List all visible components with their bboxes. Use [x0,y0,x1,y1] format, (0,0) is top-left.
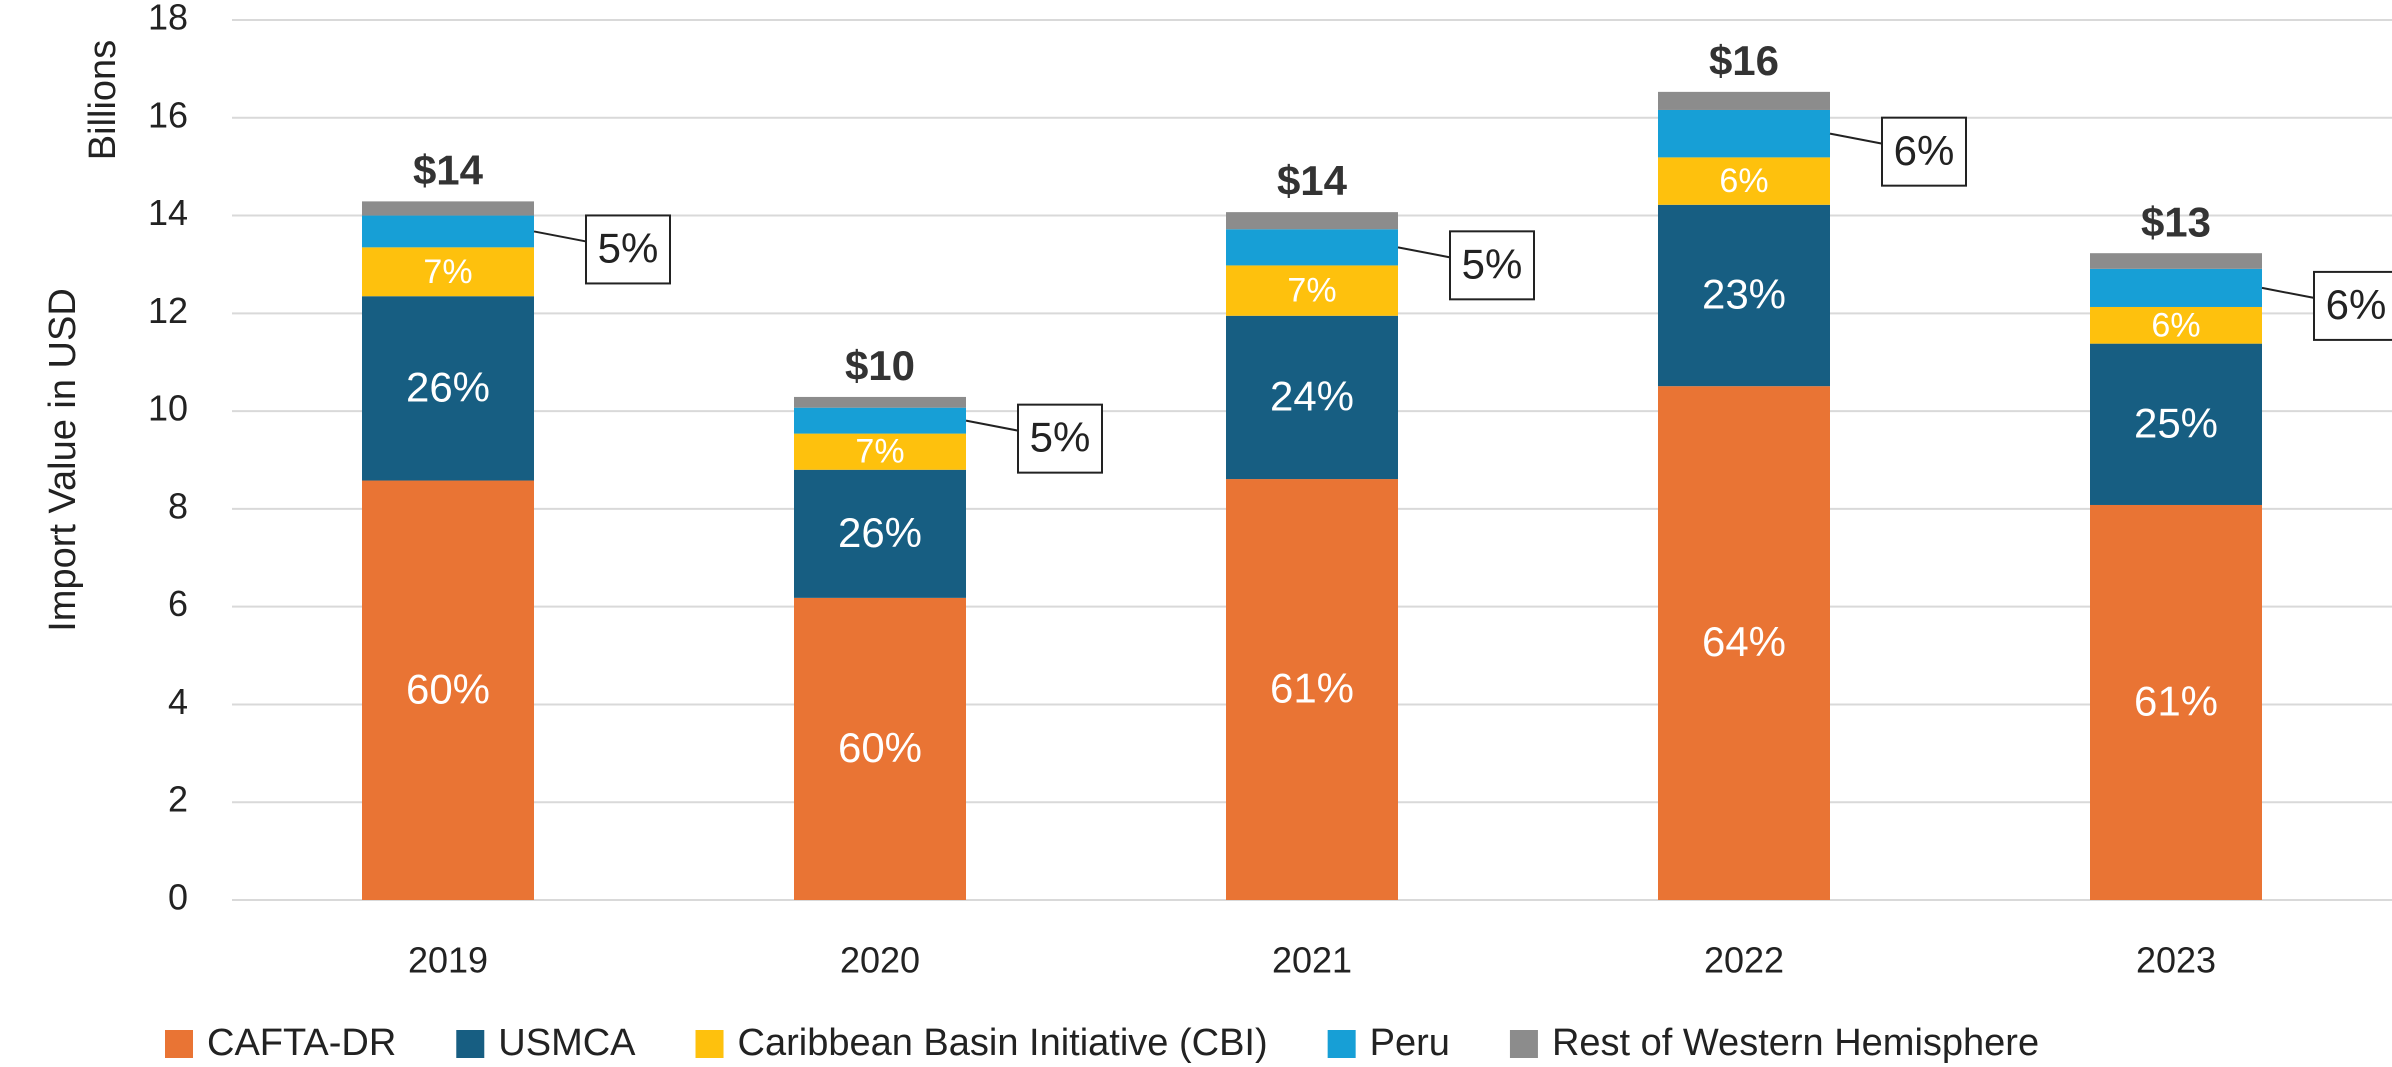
bar-segment [1658,157,1830,205]
data-label: 26% [406,363,490,410]
data-label: 6% [1894,127,1955,174]
bar-segment [1226,315,1398,480]
data-label: 7% [1287,272,1336,310]
y-tick-label: 8 [168,485,188,526]
y-tick-label: 18 [148,0,188,38]
bar-segment [1226,212,1398,230]
data-label: 23% [1702,271,1786,318]
callout-leader [1829,132,1883,145]
bar-segment [794,396,966,408]
y-tick-label: 4 [168,681,188,722]
bar-segment [1226,479,1398,900]
x-tick-label: 2022 [1704,940,1784,981]
data-label: 61% [2134,678,2218,725]
callout-leader [533,230,587,243]
data-label: 5% [1462,240,1523,287]
legend-label: Peru [1370,1022,1450,1064]
data-label: 60% [406,665,490,712]
bar-segment [362,480,534,900]
x-tick-label: 2021 [1272,940,1352,981]
total-label: $16 [1709,37,1779,84]
bar-segment [2090,268,2262,307]
bar-segment [1226,229,1398,266]
data-label: 5% [1030,414,1091,461]
y-tick-label: 16 [148,94,188,135]
legend-label: USMCA [498,1022,636,1064]
legend-swatch [1509,1030,1538,1058]
bar-segment [794,469,966,598]
legend-swatch [165,1030,193,1058]
legend-label: Rest of Western Hemisphere [1552,1022,2039,1064]
data-label: 64% [1702,618,1786,665]
y-tick-label: 6 [168,583,188,624]
y-unit-label: Billions [82,40,124,160]
bar-segment [2090,343,2262,505]
y-tick-label: 12 [148,290,188,331]
bar-segment [1658,204,1830,387]
data-label: 61% [1270,665,1354,712]
bar-segment [2090,504,2262,900]
y-axis-label: Import Value in USD [42,288,84,632]
bar-segment [2090,306,2262,344]
y-tick-label: 2 [168,779,188,820]
bar-segment [362,247,534,297]
data-label: 24% [1270,373,1354,420]
callout-leader [1397,246,1451,259]
data-label: 6% [2326,281,2387,328]
legend-swatch [456,1030,485,1058]
x-tick-label: 2020 [840,940,920,981]
bar-segment [1658,109,1830,158]
callout-leader [965,419,1019,432]
bar-segment [362,201,534,216]
data-label: 25% [2134,399,2218,446]
y-tick-label: 14 [148,192,188,233]
bar-segment [794,597,966,900]
legend-label: CAFTA-DR [207,1022,396,1064]
data-label: 7% [423,253,472,291]
callout-leader [2261,286,2315,299]
data-label: 6% [2151,306,2200,344]
data-label: 6% [1719,162,1768,200]
data-label: 26% [838,509,922,556]
y-tick-label: 0 [168,877,188,918]
bar-segment [2090,253,2262,269]
callout-box [1017,403,1103,474]
bar-segment [794,433,966,470]
data-label: 5% [598,225,659,272]
legend-swatch [1327,1030,1356,1058]
total-label: $10 [845,342,915,389]
legend-swatch [695,1030,724,1058]
total-label: $14 [1277,157,1348,204]
total-label: $14 [413,146,484,193]
legend-label: Caribbean Basin Initiative (CBI) [738,1022,1268,1064]
bar-segment [1658,386,1830,901]
callout-box [585,214,671,285]
bar-segment [794,407,966,434]
callout-box [1449,230,1535,301]
bar-segment [362,296,534,481]
callout-box [2313,270,2392,341]
callout-box [1881,116,1967,187]
data-label: 7% [855,433,904,471]
data-label: 60% [838,724,922,771]
y-tick-label: 10 [148,388,188,429]
total-label: $13 [2141,198,2211,245]
x-tick-label: 2023 [2136,940,2216,981]
bar-segment [1226,265,1398,316]
bar-segment [1658,91,1830,110]
bar-segment [362,215,534,248]
x-tick-label: 2019 [408,940,488,981]
